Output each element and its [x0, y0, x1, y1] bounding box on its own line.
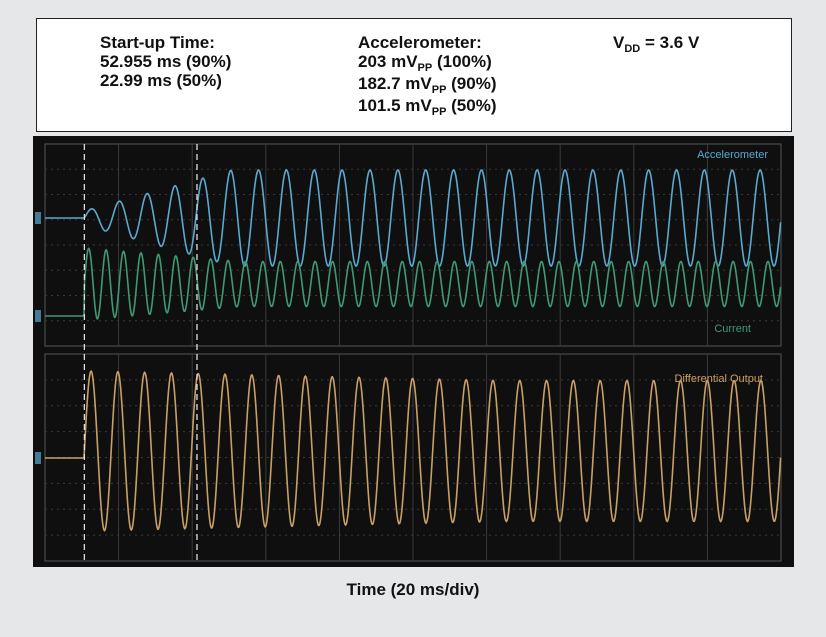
trace-differential-output [45, 370, 782, 532]
measurement-info-box: Start-up Time: 52.955 ms (90%) 22.99 ms … [36, 18, 792, 132]
legend-current: Current [714, 323, 751, 335]
x-axis-label: Time (20 ms/div) [346, 580, 480, 599]
vdd-label: VDD = 3.6 V [613, 33, 700, 55]
accel-50: 101.5 mVPP (50%) [358, 96, 497, 118]
accel-block: Accelerometer: 203 mVPP (100%) 182.7 mVP… [358, 33, 497, 118]
startup-title: Start-up Time: [100, 33, 215, 52]
accel-title: Accelerometer: [358, 33, 482, 52]
legend-differential-output: Differential Output [675, 373, 763, 385]
startup-block: Start-up Time: 52.955 ms (90%) 22.99 ms … [100, 33, 231, 90]
ch-marker-accelerometer [35, 212, 41, 224]
ch-marker-current [35, 310, 41, 322]
trace-accelerometer [45, 169, 782, 267]
oscilloscope-plot: Accelerometer Current Differential Outpu… [35, 143, 782, 562]
oscilloscope-display: Accelerometer Current Differential Outpu… [33, 136, 794, 567]
legend-accelerometer: Accelerometer [697, 149, 768, 161]
accel-100: 203 mVPP (100%) [358, 52, 492, 74]
startup-90: 52.955 ms (90%) [100, 52, 232, 71]
trace-current [45, 247, 782, 320]
ch-marker-differential [35, 452, 41, 464]
startup-50: 22.99 ms (50%) [100, 71, 222, 90]
accel-90: 182.7 mVPP (90%) [358, 74, 497, 96]
